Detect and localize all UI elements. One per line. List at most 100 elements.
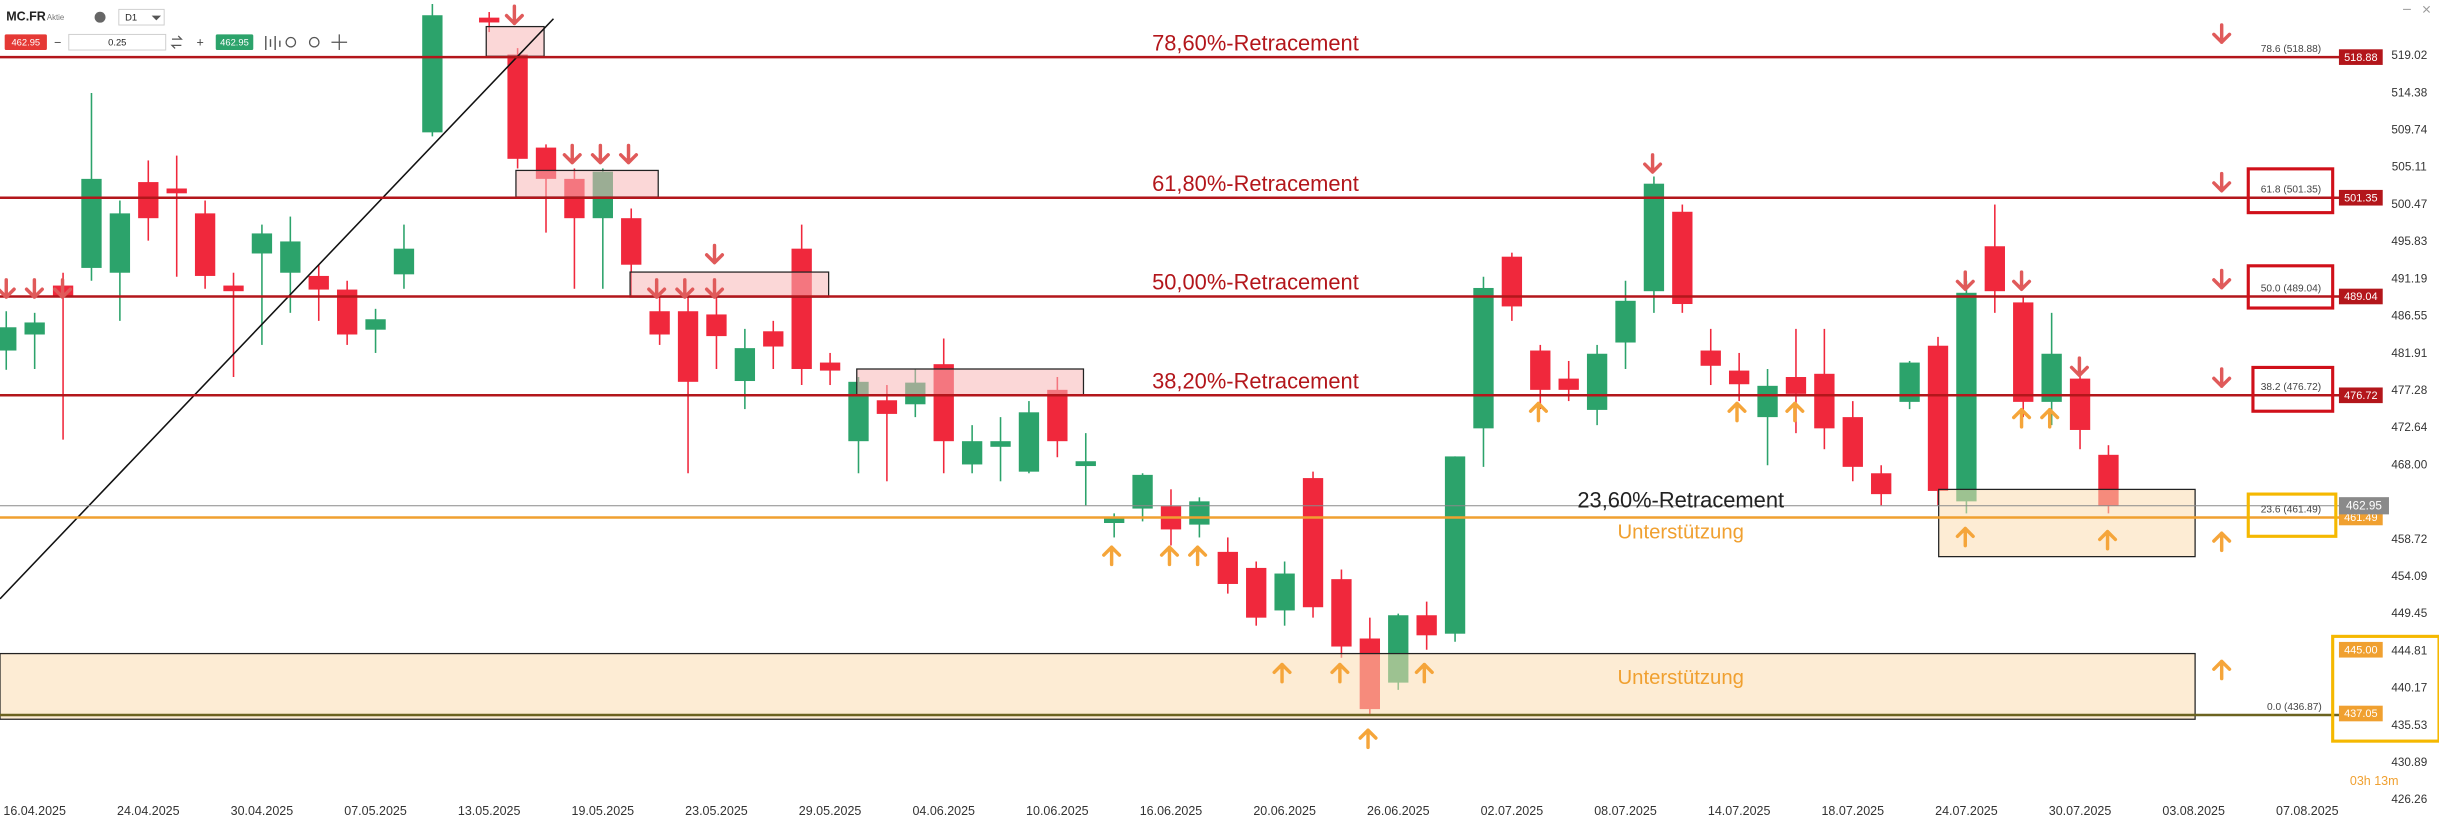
candle-body [1672, 211, 1693, 305]
candle-body [961, 441, 983, 465]
candle-body [677, 311, 699, 382]
candle-body [138, 182, 159, 219]
buy-arrow [1528, 401, 1548, 423]
candle-body [819, 362, 841, 371]
retracement-label: 38,20%-Retracement [1152, 369, 1359, 394]
sell-arrow [675, 278, 695, 299]
candle-body [336, 289, 358, 335]
candle-body [24, 322, 45, 335]
candle-body [1501, 256, 1523, 307]
candle-body [2069, 378, 2091, 430]
sell-arrow [704, 278, 725, 299]
highlight-box [2246, 167, 2335, 215]
minus-button[interactable]: − [54, 35, 61, 49]
buy-arrow [1102, 545, 1122, 567]
price-tag-label: 489.04 [2344, 291, 2377, 303]
sell-arrow [2212, 171, 2232, 193]
candle-body [1984, 246, 2005, 292]
buy-arrow [2012, 407, 2032, 429]
highlight-box [2246, 492, 2338, 538]
plus-button[interactable]: + [196, 35, 203, 49]
y-tick-label: 449.45 [2391, 607, 2427, 620]
candle-body [791, 248, 812, 369]
x-tick-label: 30.07.2025 [2049, 804, 2112, 818]
sell-arrow [2212, 268, 2232, 290]
quantity-input[interactable] [68, 33, 167, 51]
candle-body [1047, 389, 1068, 442]
bid-price: 462.95 [11, 37, 40, 47]
highlight-box [2251, 365, 2335, 413]
x-tick-label: 07.05.2025 [344, 804, 407, 818]
candle-body [1757, 385, 1778, 418]
x-tick-label: 23.05.2025 [685, 804, 748, 818]
highlight-box [2331, 634, 2439, 743]
price-tag [2338, 49, 2383, 65]
indicator-icon[interactable] [265, 35, 281, 51]
candle-body [1274, 573, 1295, 611]
buy-arrow [1955, 526, 1975, 548]
x-tick-label: 30.04.2025 [231, 804, 294, 818]
candle-body [1728, 370, 1750, 385]
y-tick-label: 509.74 [2391, 124, 2427, 137]
candle-body [1643, 183, 1665, 292]
y-tick-label: 440.17 [2391, 682, 2427, 695]
candle-body [1302, 478, 1324, 608]
timeframe-select[interactable] [118, 8, 165, 26]
sell-arrow [53, 278, 73, 299]
resistance-zone [515, 169, 659, 198]
candle-body [1700, 350, 1721, 366]
instrument-type: Aktie [47, 13, 64, 22]
candle-body [621, 218, 642, 265]
info-icon[interactable] [94, 11, 106, 23]
price-tag-label: 445.00 [2344, 644, 2377, 656]
candle-body [2013, 302, 2034, 402]
x-tick-label: 24.07.2025 [1935, 804, 1998, 818]
buy-arrow [1330, 662, 1350, 684]
zoom-out-icon[interactable] [285, 36, 297, 48]
zoom-in-icon[interactable] [308, 36, 320, 48]
swap-icon[interactable] [170, 35, 183, 49]
candle-body [1189, 501, 1210, 525]
y-tick-label: 486.55 [2391, 310, 2427, 323]
x-tick-label: 04.06.2025 [912, 804, 975, 818]
sell-arrow [1643, 153, 1663, 174]
price-tag-label: 476.72 [2344, 390, 2377, 402]
buy-button[interactable] [215, 34, 254, 51]
candle-body [706, 314, 727, 337]
crosshair-icon[interactable] [331, 34, 348, 51]
candle-timer: 03h 13m [2350, 774, 2399, 788]
candle-body [1018, 412, 1040, 472]
y-tick-label: 435.53 [2391, 719, 2427, 732]
y-tick-label: 519.02 [2391, 49, 2427, 62]
candle-body [1473, 287, 1494, 429]
sell-arrow [2212, 23, 2232, 44]
candle-body [876, 400, 898, 414]
buy-arrow [1159, 545, 1180, 567]
buy-arrow [2098, 529, 2118, 551]
candle-body [1558, 378, 1579, 390]
y-tick-label: 495.83 [2391, 235, 2427, 248]
window-controls[interactable] [2403, 5, 2431, 13]
x-tick-label: 03.08.2025 [2162, 804, 2225, 818]
price-tag-label: 501.35 [2344, 192, 2377, 204]
x-tick-label: 19.05.2025 [572, 804, 635, 818]
price-tag-label: 518.88 [2344, 52, 2377, 64]
x-tick-label: 24.04.2025 [117, 804, 180, 818]
y-tick-label: 472.64 [2391, 421, 2427, 434]
buy-arrow [1414, 662, 1434, 684]
y-tick-label: 477.28 [2391, 384, 2427, 397]
candle-body [1899, 362, 1920, 402]
price-tag-label: 437.05 [2344, 708, 2377, 720]
candle-body [1075, 461, 1096, 467]
buy-arrow [1358, 728, 1378, 750]
support-label: Unterstützung [1617, 667, 1743, 689]
overlay: 78,60%-Retracement 78.6 (518.88) 518.88 61,… [0, 4, 2439, 818]
price-tag [2338, 705, 2383, 722]
sell-arrow [0, 278, 16, 299]
sell-arrow [618, 143, 639, 165]
ratio-label: 0.0 (436.87) [2267, 702, 2322, 713]
sell-button[interactable] [4, 34, 47, 51]
candle-body [81, 178, 102, 268]
price-tag [2338, 288, 2383, 305]
